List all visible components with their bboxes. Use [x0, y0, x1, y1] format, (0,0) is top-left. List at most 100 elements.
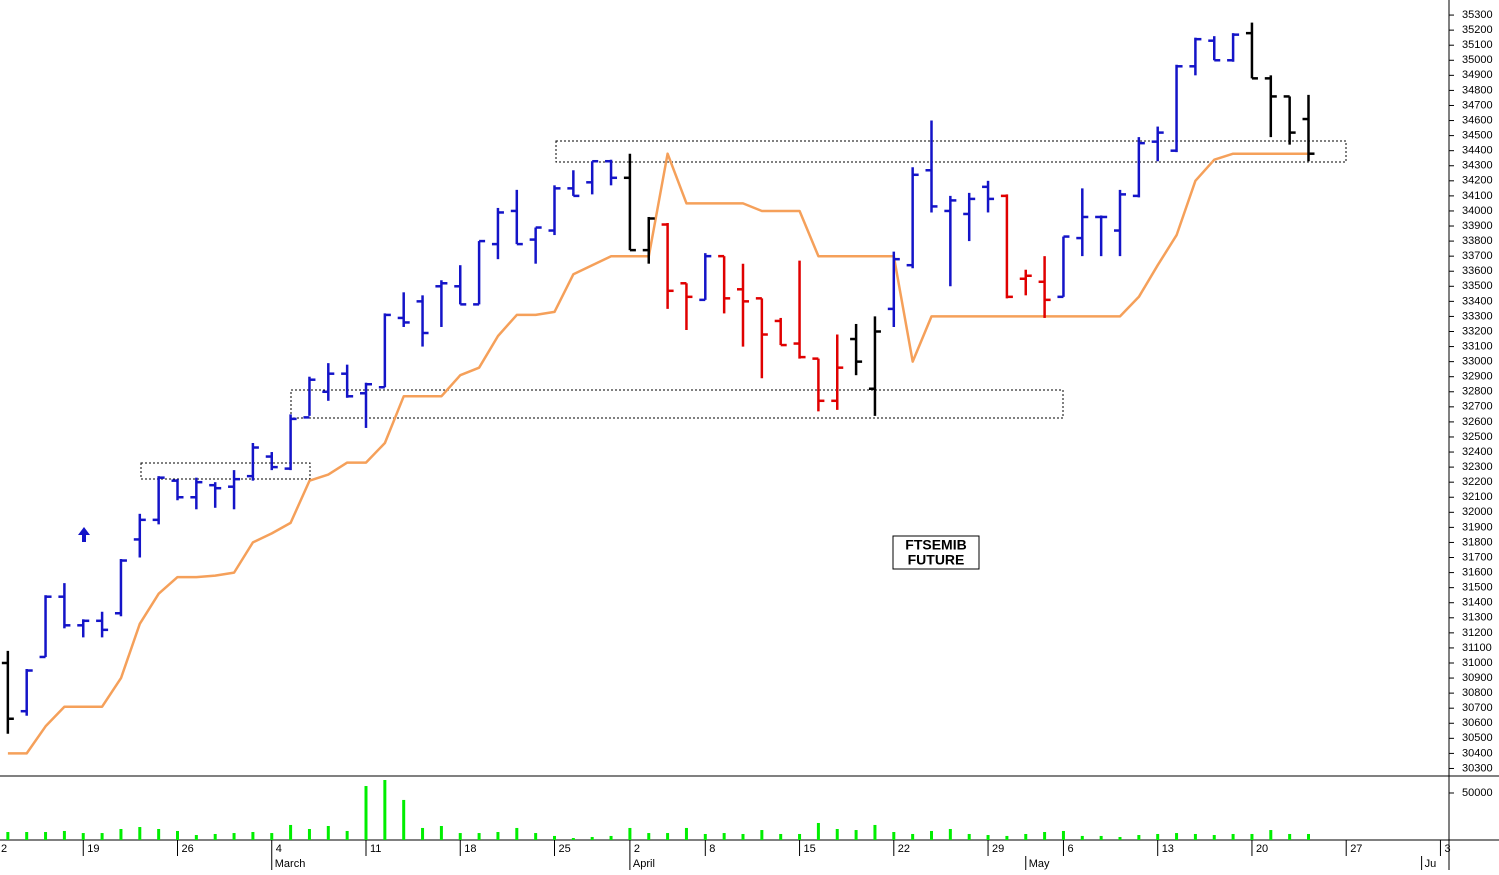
volume-bar: [590, 836, 594, 840]
volume-bar: [364, 786, 368, 840]
y-tick-label: 31100: [1462, 642, 1492, 654]
volume-bar: [684, 827, 688, 840]
y-tick-label: 30300: [1462, 762, 1493, 774]
y-tick-label: 31900: [1462, 521, 1493, 533]
volume-bar: [458, 833, 462, 840]
y-tick-label: 32700: [1462, 401, 1493, 413]
volume-bar: [986, 835, 990, 840]
volume-bar: [270, 833, 274, 840]
y-tick-label: 35200: [1462, 24, 1493, 36]
volume-bar: [119, 828, 123, 840]
volume-bar: [948, 828, 952, 840]
range-box: [140, 462, 311, 480]
y-tick-label: 31300: [1462, 612, 1493, 624]
volume-bar: [345, 830, 349, 840]
range-box: [555, 140, 1347, 163]
volume-bar: [647, 833, 651, 840]
y-tick-label: 31600: [1462, 566, 1493, 578]
month-label: March: [275, 858, 306, 870]
volume-bar: [251, 832, 255, 840]
x-tick-label: 19: [87, 843, 99, 855]
volume-bar: [6, 832, 10, 840]
x-tick-label: 13: [1162, 843, 1174, 855]
volume-bar: [496, 832, 500, 840]
annotation-box: [892, 535, 980, 570]
y-tick-label: 34500: [1462, 130, 1493, 142]
volume-bar: [1061, 830, 1065, 840]
x-tick-label: 11: [370, 843, 381, 855]
y-tick-label: 33000: [1462, 356, 1493, 368]
y-tick-label: 32300: [1462, 461, 1493, 473]
y-tick-label: 32100: [1462, 491, 1493, 503]
x-tick-label: 22: [898, 843, 910, 855]
volume-bar: [930, 830, 933, 840]
y-tick-label: 32900: [1462, 371, 1493, 383]
volume-bar: [1137, 835, 1141, 840]
volume-bar: [816, 822, 820, 840]
volume-bar: [232, 833, 236, 840]
volume-bar: [402, 799, 406, 840]
volume-bar: [176, 830, 179, 840]
volume-bar: [722, 833, 726, 840]
y-tick-label: 32800: [1462, 386, 1493, 398]
volume-bar: [1080, 835, 1084, 840]
x-tick-label: 6: [1067, 843, 1073, 855]
volume-bar: [798, 833, 802, 840]
y-tick-label: 34600: [1462, 114, 1493, 126]
volume-bar: [157, 828, 161, 840]
volume-bar: [81, 833, 85, 840]
volume-bar: [873, 824, 877, 840]
volume-bar: [25, 832, 29, 840]
volume-bar: [571, 838, 575, 840]
volume-bar: [779, 833, 783, 840]
y-tick-label: 33200: [1462, 325, 1493, 337]
x-tick-label: 27: [1350, 843, 1362, 855]
volume-bar: [326, 825, 330, 840]
y-tick-label: 50000: [1462, 787, 1493, 799]
x-tick-label: 8: [709, 843, 715, 855]
y-tick-label: 33600: [1462, 265, 1493, 277]
volume-bar: [100, 833, 104, 840]
volume-bar: [854, 830, 858, 840]
y-tick-label: 30700: [1462, 702, 1493, 714]
y-tick-label: 34000: [1462, 205, 1493, 217]
volume-bar: [1269, 830, 1273, 840]
y-tick-label: 31700: [1462, 551, 1493, 563]
volume-bar: [1288, 833, 1292, 840]
volume-bar: [194, 835, 198, 840]
y-tick-label: 33900: [1462, 220, 1493, 232]
y-tick-label: 34900: [1462, 69, 1493, 81]
annotation: FUTURE: [908, 552, 965, 568]
x-tick-label: 3: [1444, 843, 1450, 855]
volume-bar: [44, 832, 48, 840]
y-tick-label: 32200: [1462, 476, 1493, 488]
volume-bar: [1043, 832, 1047, 840]
volume-bar: [138, 827, 142, 840]
volume-bar: [1024, 833, 1028, 840]
volume-bar: [1118, 836, 1122, 840]
y-tick-label: 32000: [1462, 506, 1493, 518]
x-tick-label: 4: [276, 843, 282, 855]
volume-bar: [307, 828, 311, 840]
volume-bar: [967, 833, 971, 840]
volume-bar: [439, 825, 443, 840]
volume-bar: [892, 832, 896, 840]
y-tick-label: 32400: [1462, 446, 1493, 458]
y-tick-label: 31000: [1462, 657, 1493, 669]
month-label: April: [633, 858, 655, 870]
range-box: [290, 389, 1064, 419]
y-tick-label: 34100: [1462, 190, 1493, 202]
y-tick-label: 30600: [1462, 717, 1493, 729]
volume-bar: [1175, 833, 1179, 840]
volume-bar: [1193, 833, 1197, 840]
y-tick-label: 31800: [1462, 536, 1493, 548]
volume-bar: [1250, 833, 1254, 840]
x-tick-label: 2: [634, 843, 640, 855]
indicator-line: [7, 152, 1309, 755]
y-tick-label: 34800: [1462, 84, 1493, 96]
volume-bar: [703, 833, 707, 840]
volume-bar: [1005, 835, 1009, 840]
x-tick-label: 29: [992, 843, 1004, 855]
annotation: FTSEMIB: [905, 537, 966, 553]
volume-bar: [477, 833, 481, 840]
